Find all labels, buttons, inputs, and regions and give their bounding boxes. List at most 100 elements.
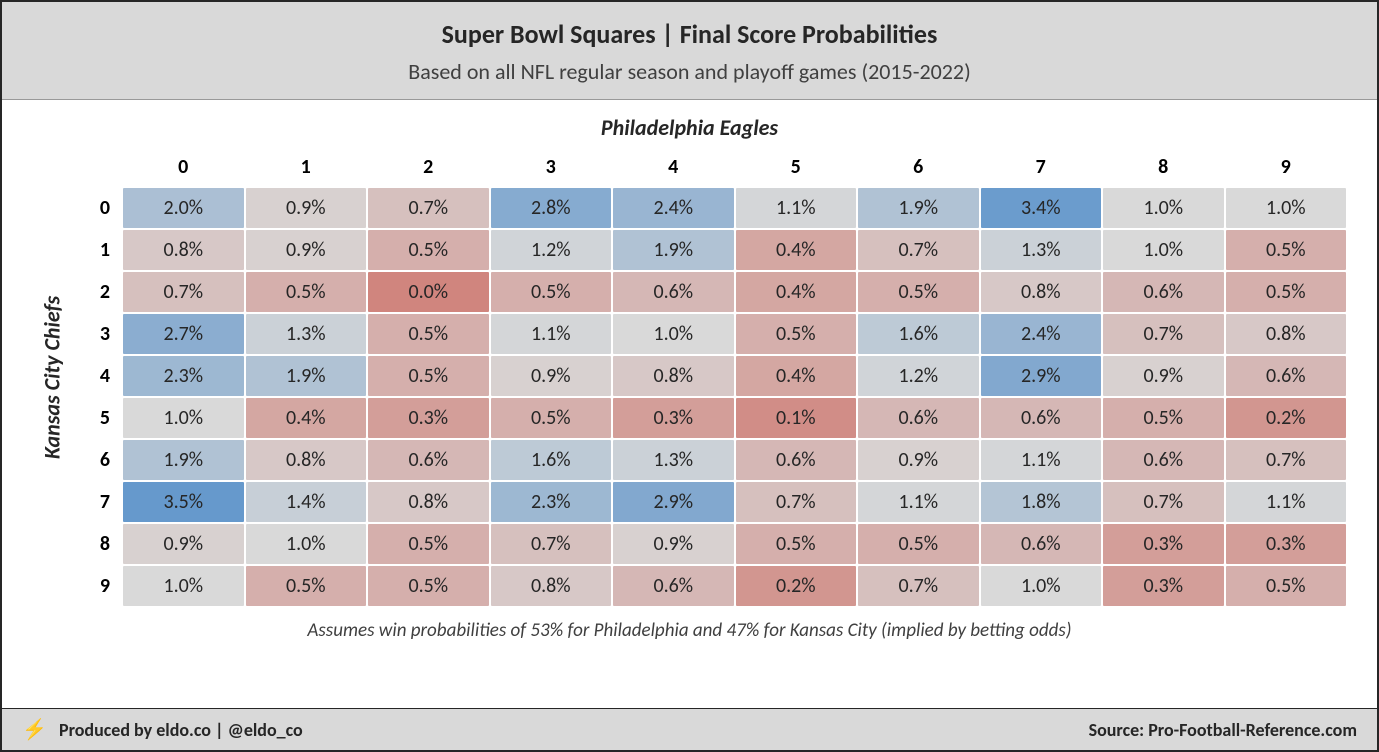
heatmap-cell: 0.3% <box>368 398 489 438</box>
heatmap-cell: 0.9% <box>1103 356 1224 396</box>
heatmap-cell: 1.9% <box>123 440 244 480</box>
heatmap-cell: 0.6% <box>981 398 1102 438</box>
heatmap-cell: 0.5% <box>736 524 857 564</box>
heatmap-cell: 0.6% <box>736 440 857 480</box>
column-header: 2 <box>367 147 490 187</box>
heatmap-cell: 0.9% <box>858 440 979 480</box>
heatmap-cell: 0.8% <box>1226 314 1347 354</box>
column-header: 8 <box>1102 147 1225 187</box>
heatmap-cell: 1.8% <box>981 482 1102 522</box>
heatmap-cell: 0.5% <box>1226 272 1347 312</box>
heatmap-cell: 2.9% <box>613 482 734 522</box>
heatmap-cell: 0.4% <box>736 230 857 270</box>
heatmap-cell: 1.1% <box>858 482 979 522</box>
heatmap-cell: 1.0% <box>981 566 1102 606</box>
heatmap-cell: 2.3% <box>123 356 244 396</box>
heatmap-cell: 0.5% <box>368 524 489 564</box>
heatmap-cell: 1.0% <box>1103 230 1224 270</box>
row-header: 9 <box>72 565 122 607</box>
heatmap-cell: 0.6% <box>1103 272 1224 312</box>
heatmap-cell: 0.5% <box>1103 398 1224 438</box>
heatmap-cell: 0.5% <box>368 314 489 354</box>
chart-container: Super Bowl Squares | Final Score Probabi… <box>0 0 1379 752</box>
row-header: 8 <box>72 523 122 565</box>
column-header: 5 <box>735 147 858 187</box>
heatmap-cell: 2.4% <box>613 188 734 228</box>
heatmap-cell: 0.3% <box>1103 524 1224 564</box>
chart-title: Super Bowl Squares | Final Score Probabi… <box>2 18 1377 50</box>
heatmap-cell: 0.5% <box>858 272 979 312</box>
table-row: 2.3%1.9%0.5%0.9%0.8%0.4%1.2%2.9%0.9%0.6% <box>122 355 1347 397</box>
heatmap-cell: 1.0% <box>1103 188 1224 228</box>
table-row: 0.9%1.0%0.5%0.7%0.9%0.5%0.5%0.6%0.3%0.3% <box>122 523 1347 565</box>
heatmap-cell: 0.8% <box>491 566 612 606</box>
heatmap-cell: 0.9% <box>246 230 367 270</box>
data-area: 0123456789 2.0%0.9%0.7%2.8%2.4%1.1%1.9%3… <box>122 147 1347 607</box>
row-header: 1 <box>72 229 122 271</box>
heatmap-cell: 0.7% <box>1103 314 1224 354</box>
table-row: 2.7%1.3%0.5%1.1%1.0%0.5%1.6%2.4%0.7%0.8% <box>122 313 1347 355</box>
footer: ⚡ Produced by eldo.co | @eldo_co Source:… <box>2 708 1377 750</box>
heatmap-cell: 0.8% <box>613 356 734 396</box>
heatmap-cell: 0.9% <box>491 356 612 396</box>
heatmap-cell: 0.7% <box>491 524 612 564</box>
column-header: 4 <box>612 147 735 187</box>
heatmap-cell: 1.2% <box>858 356 979 396</box>
heatmap-cell: 2.8% <box>491 188 612 228</box>
table-row: 1.0%0.5%0.5%0.8%0.6%0.2%0.7%1.0%0.3%0.5% <box>122 565 1347 607</box>
heatmap-cell: 0.5% <box>736 314 857 354</box>
row-headers: 0123456789 <box>72 147 122 607</box>
column-header: 3 <box>490 147 613 187</box>
heatmap-cell: 0.7% <box>123 272 244 312</box>
heatmap-cell: 2.0% <box>123 188 244 228</box>
heatmap-cell: 0.2% <box>736 566 857 606</box>
column-header: 1 <box>245 147 368 187</box>
heatmap-cell: 0.9% <box>246 188 367 228</box>
grid-area: Kansas City Chiefs 0123456789 0123456789… <box>2 147 1377 607</box>
heatmap-cell: 1.1% <box>981 440 1102 480</box>
footer-left: ⚡ Produced by eldo.co | @eldo_co <box>22 717 303 742</box>
heatmap-cell: 0.3% <box>613 398 734 438</box>
heatmap-cell: 0.3% <box>1226 524 1347 564</box>
heatmap-cell: 0.7% <box>858 566 979 606</box>
heatmap-cell: 0.5% <box>368 566 489 606</box>
heatmap-cell: 0.5% <box>858 524 979 564</box>
footnote: Assumes win probabilities of 53% for Phi… <box>2 619 1377 642</box>
column-team-label: Philadelphia Eagles <box>2 114 1377 141</box>
heatmap-cell: 0.4% <box>736 356 857 396</box>
heatmap-cell: 1.3% <box>981 230 1102 270</box>
heatmap-cell: 1.2% <box>491 230 612 270</box>
heatmap-cell: 0.0% <box>368 272 489 312</box>
heatmap-cell: 1.1% <box>1226 482 1347 522</box>
heatmap-cell: 0.9% <box>123 524 244 564</box>
table-row: 3.5%1.4%0.8%2.3%2.9%0.7%1.1%1.8%0.7%1.1% <box>122 481 1347 523</box>
table-row: 0.8%0.9%0.5%1.2%1.9%0.4%0.7%1.3%1.0%0.5% <box>122 229 1347 271</box>
table-row: 1.0%0.4%0.3%0.5%0.3%0.1%0.6%0.6%0.5%0.2% <box>122 397 1347 439</box>
heatmap-cell: 0.6% <box>1226 356 1347 396</box>
chart-subtitle: Based on all NFL regular season and play… <box>2 58 1377 85</box>
heatmap-cell: 0.7% <box>858 230 979 270</box>
heatmap-cell: 0.9% <box>613 524 734 564</box>
row-header: 6 <box>72 439 122 481</box>
column-header: 9 <box>1225 147 1348 187</box>
heatmap-cell: 1.9% <box>858 188 979 228</box>
row-header: 4 <box>72 355 122 397</box>
heatmap-cell: 0.5% <box>1226 230 1347 270</box>
heatmap-cell: 0.6% <box>981 524 1102 564</box>
heatmap-cell: 1.1% <box>736 188 857 228</box>
heatmap-cell: 0.4% <box>246 398 367 438</box>
column-header: 6 <box>857 147 980 187</box>
heatmap-cell: 1.0% <box>613 314 734 354</box>
heatmap-cell: 0.5% <box>246 566 367 606</box>
row-header: 5 <box>72 397 122 439</box>
row-team-label: Kansas City Chiefs <box>32 147 72 607</box>
heatmap-cell: 2.7% <box>123 314 244 354</box>
heatmap-cell: 0.7% <box>736 482 857 522</box>
heatmap-cell: 0.6% <box>613 272 734 312</box>
heatmap-cell: 2.3% <box>491 482 612 522</box>
heatmap-cell: 0.4% <box>736 272 857 312</box>
footer-left-text: Produced by eldo.co | @eldo_co <box>59 719 303 741</box>
heatmap-cell: 0.5% <box>368 230 489 270</box>
heatmap-cell: 1.0% <box>123 398 244 438</box>
heatmap-cell: 1.0% <box>1226 188 1347 228</box>
